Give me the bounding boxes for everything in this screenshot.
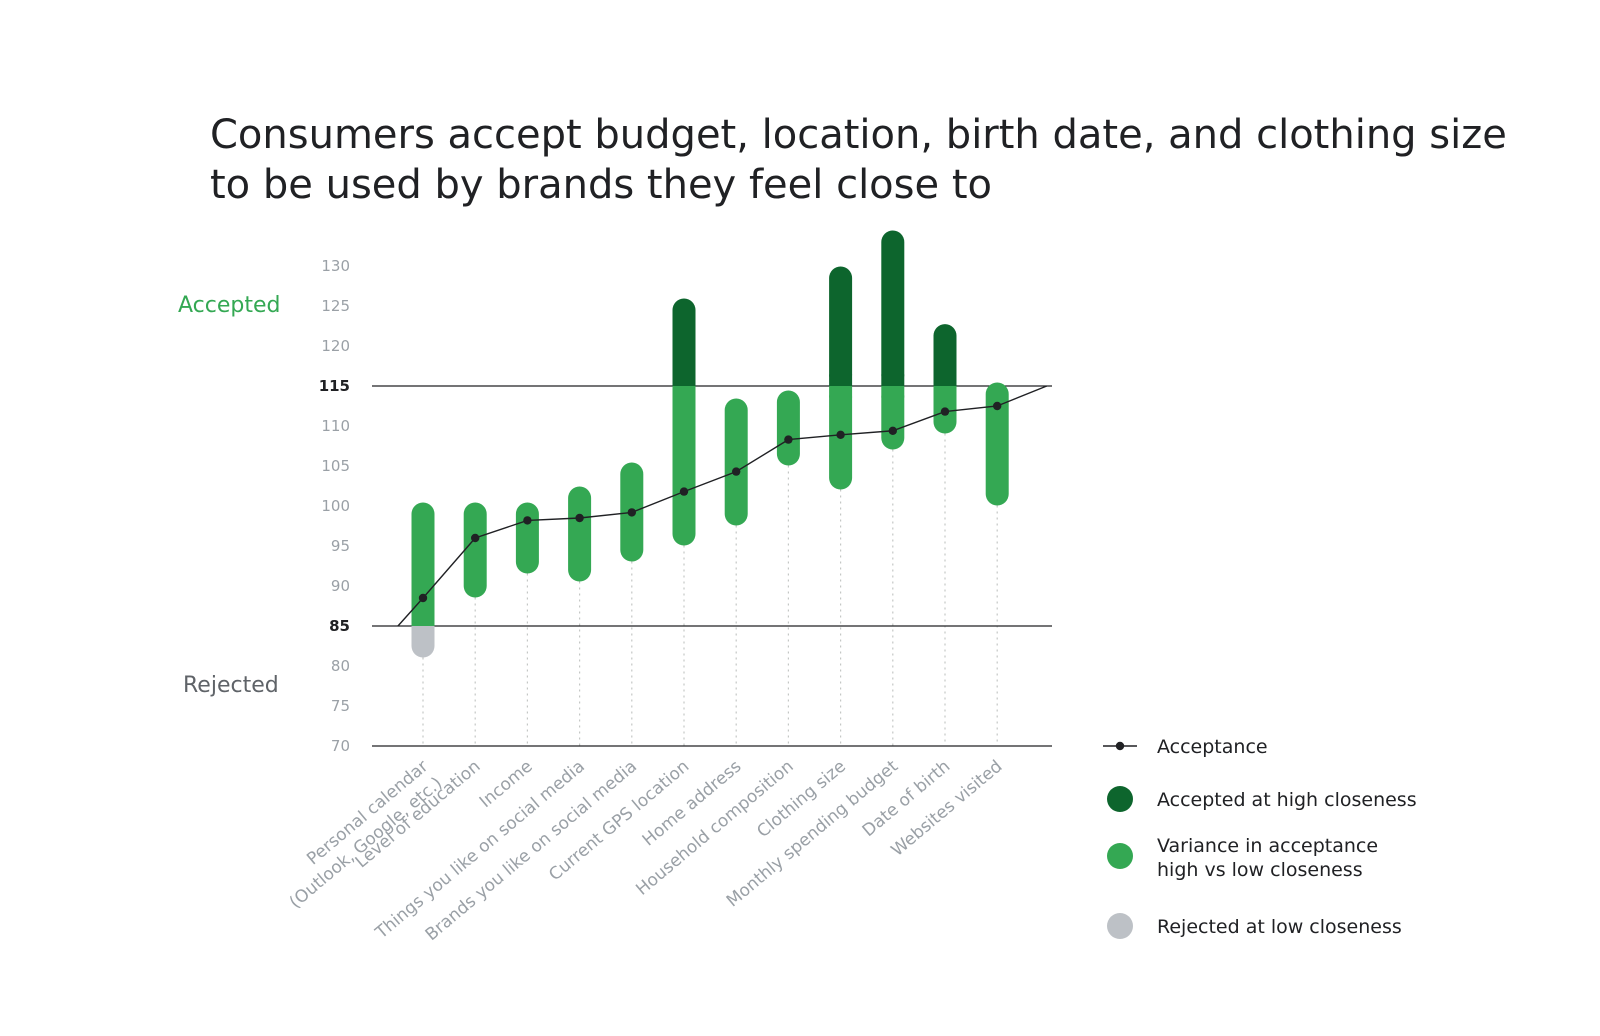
accepted-label: Accepted [178, 293, 280, 318]
y-tick-label: 95 [331, 537, 350, 555]
acceptance-polyline [397, 385, 1048, 627]
rejected-bar-0-join-top [411, 626, 435, 638]
legend-label-3: Rejected at low closeness [1157, 916, 1402, 938]
variance-bar-0-join-bottom [411, 614, 435, 626]
acceptance-point-2 [523, 516, 532, 525]
legend-label-2-line2: high vs low closeness [1157, 859, 1363, 881]
y-tick-label: 115 [319, 377, 350, 395]
variance-bar-9-join-top [881, 386, 905, 398]
y-tick-label: 70 [331, 737, 350, 755]
legend-line-dot [1115, 741, 1125, 751]
variance-bar-6 [724, 398, 748, 526]
variance-bar-3 [568, 486, 592, 582]
legend-label-1: Accepted at high closeness [1157, 789, 1417, 811]
chart-title-line-2: to be used by brands they feel close to [210, 162, 992, 208]
acceptance-point-10 [940, 407, 950, 416]
acceptance-point-1 [471, 533, 480, 543]
y-tick-label: 75 [331, 697, 350, 715]
variance-bar-2 [515, 502, 539, 574]
high-closeness-bar-9-join-bottom [881, 374, 905, 386]
high-closeness-bar-9 [881, 230, 905, 386]
legend-dot-1 [1107, 786, 1133, 812]
variance-bar-1 [463, 502, 487, 598]
axis: 130 125 120 115 110 105 100 95 90 85 80 75 70 [319, 257, 1052, 755]
legend-dot-2 [1107, 843, 1133, 869]
y-tick-label: 90 [331, 577, 350, 595]
variance-bar-5-join-top [672, 386, 696, 398]
variance-bar-8-join-top [829, 386, 853, 398]
variance-bar-7 [776, 390, 800, 466]
acceptance-line [397, 385, 1048, 627]
variance-bar-10-join-top [933, 386, 957, 398]
acceptance-point-9 [888, 426, 897, 435]
high-closeness-bar-10-join-bottom [933, 374, 957, 386]
legend-label-2: Variance in acceptance [1157, 835, 1378, 857]
rejected-label: Rejected [183, 673, 279, 698]
legend-label-0: Acceptance [1157, 736, 1268, 758]
high-closeness-bar-8 [829, 266, 853, 386]
legend-dot-3 [1107, 913, 1133, 939]
chart-title-line-1: Consumers accept budget, location, birth… [210, 112, 1507, 158]
y-tick-label: 100 [321, 497, 350, 515]
y-tick-label: 80 [331, 657, 350, 675]
variance-bar-9 [881, 386, 905, 450]
y-tick-label: 105 [321, 457, 350, 475]
high-closeness-bar-10 [933, 324, 957, 386]
acceptance-point-5 [679, 487, 689, 496]
variance-bar-11 [985, 382, 1009, 506]
gridlines [422, 433, 998, 746]
bars [411, 230, 1009, 658]
y-tick-label: 85 [329, 617, 350, 635]
acceptance-point-11 [993, 401, 1002, 411]
y-tick-label: 125 [321, 297, 350, 315]
high-closeness-bar-5 [672, 298, 696, 386]
acceptance-point-8 [836, 430, 845, 439]
high-closeness-bar-5-join-bottom [672, 374, 696, 386]
acceptance-point-4 [627, 508, 636, 517]
acceptance-point-3 [575, 513, 584, 523]
category-labels: Personal calendar(Outlook, Google, etc.)… [286, 756, 1007, 945]
acceptance-point-6 [732, 467, 741, 476]
variance-bar-0 [411, 502, 435, 626]
variance-bar-5 [672, 386, 696, 546]
high-closeness-bar-8-join-bottom [829, 374, 853, 386]
acceptance-point-7 [784, 435, 793, 444]
y-tick-label: 110 [321, 417, 350, 435]
y-tick-label: 130 [321, 257, 350, 275]
legend: Acceptance Accepted at high closeness Vari… [1103, 736, 1417, 939]
acceptance-point-0 [418, 593, 428, 603]
y-tick-label: 120 [321, 337, 350, 355]
